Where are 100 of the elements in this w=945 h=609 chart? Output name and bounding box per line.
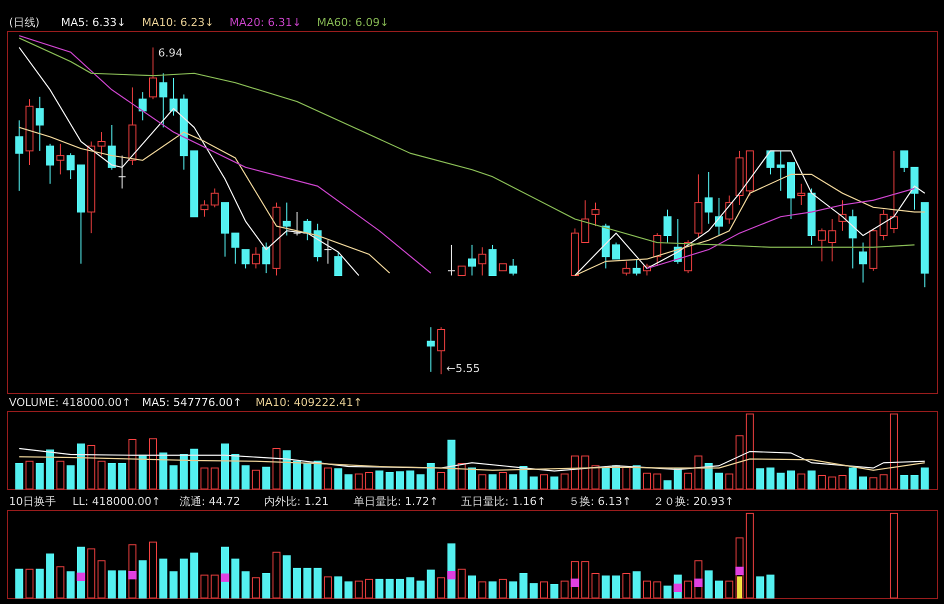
bar: [314, 568, 322, 598]
candlestick: [725, 195, 734, 224]
bar: [437, 472, 446, 490]
bar: [56, 566, 64, 598]
candlestick: [797, 183, 806, 206]
candlestick: [458, 266, 466, 276]
bar: [180, 454, 188, 490]
point: [735, 566, 744, 576]
bar: [900, 475, 908, 490]
bar: [15, 568, 24, 598]
bar: [622, 466, 630, 490]
bar: [642, 580, 651, 598]
bar: [375, 470, 384, 490]
bar: [509, 581, 518, 598]
text: MA20: 6.31↓: [230, 16, 302, 29]
text: MA5: 6.33↓: [61, 16, 126, 29]
point: [570, 578, 580, 587]
bar: [262, 466, 270, 490]
bar: [252, 577, 260, 598]
candlestick: [766, 150, 774, 175]
candlestick: [210, 188, 219, 208]
bar: [704, 463, 713, 490]
bar: [591, 572, 600, 598]
bar: [148, 438, 157, 490]
chart-title: 10日换手: [9, 495, 56, 508]
bar: [242, 465, 250, 490]
bar: [447, 440, 456, 490]
bar: [869, 477, 878, 490]
bar: [581, 561, 590, 598]
candlestick: [159, 72, 168, 128]
bar: [622, 572, 630, 598]
bar: [550, 476, 558, 490]
bar: [159, 558, 168, 598]
bar: [828, 476, 836, 490]
bar: [293, 460, 302, 490]
bar: [365, 472, 374, 490]
text: MA60: 6.09↓: [317, 16, 389, 29]
bar: [200, 574, 208, 598]
bar: [87, 548, 96, 598]
bar: [56, 460, 64, 490]
bar: [272, 552, 280, 598]
bar: [426, 463, 435, 490]
bar: [118, 463, 126, 490]
candlestick: [98, 132, 106, 156]
bar: [797, 474, 806, 490]
candlestick: [66, 152, 75, 180]
candlestick: [859, 242, 868, 284]
bar: [386, 472, 394, 490]
candlestick: [447, 244, 456, 276]
bar: [570, 456, 579, 490]
candlestick: [108, 124, 116, 170]
bar: [108, 463, 116, 490]
candlestick: [36, 96, 44, 152]
bar: [180, 558, 188, 598]
bar: [746, 512, 754, 598]
candlestick: [509, 258, 518, 276]
bar: [128, 439, 136, 490]
bar: [859, 476, 868, 490]
bar: [344, 581, 353, 598]
point: [76, 572, 86, 582]
candlestick: [880, 209, 888, 241]
candlestick: [622, 260, 630, 276]
bar: [416, 474, 425, 490]
text: 单日量比: 1.72↑: [354, 495, 438, 508]
bar: [642, 472, 651, 490]
bar: [98, 560, 106, 598]
annotation: 6.94: [158, 46, 183, 60]
bar: [664, 586, 672, 598]
bar: [581, 456, 590, 490]
bar: [468, 576, 476, 598]
bar: [46, 554, 54, 598]
candlestick: [848, 209, 857, 269]
candlestick: [138, 92, 147, 121]
candlestick: [900, 150, 908, 173]
bar: [324, 576, 332, 598]
bar: [25, 460, 34, 490]
candlestick: [468, 244, 476, 276]
bar: [46, 450, 54, 490]
point: [674, 584, 682, 592]
bar: [170, 571, 178, 598]
bar: [488, 474, 497, 490]
bar: [478, 581, 486, 598]
bar: [737, 576, 742, 598]
bar: [498, 472, 507, 490]
bar: [25, 568, 34, 598]
bar: [36, 568, 44, 598]
candlestick: [704, 172, 713, 224]
bar: [386, 578, 394, 598]
bar: [303, 568, 312, 598]
bar: [458, 568, 466, 598]
bar: [498, 578, 507, 598]
bar: [725, 474, 734, 490]
bar: [272, 448, 280, 490]
bar: [416, 580, 425, 598]
bar: [632, 571, 641, 598]
bar: [746, 414, 754, 490]
bar: [560, 474, 569, 490]
bar: [766, 468, 774, 490]
candlestick: [828, 218, 836, 262]
bar: [468, 468, 476, 490]
